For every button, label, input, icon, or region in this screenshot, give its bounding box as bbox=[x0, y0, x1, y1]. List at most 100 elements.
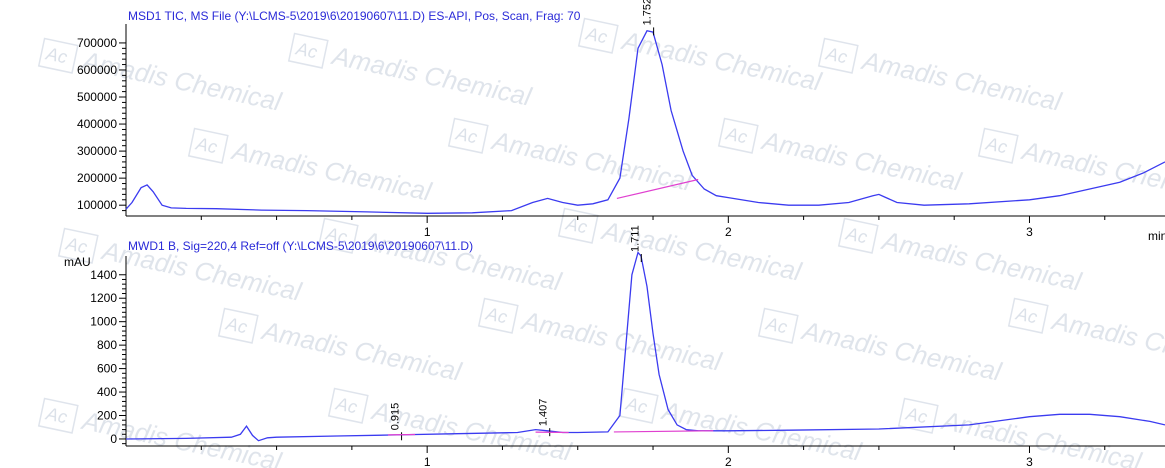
watermark-logo: Ac Amadis Chemical bbox=[217, 307, 465, 387]
watermark-logo: Ac Amadis Chemical bbox=[577, 17, 825, 97]
watermark-logo-text: Ac bbox=[453, 123, 479, 147]
watermark-logo-text: Ac bbox=[623, 393, 649, 417]
tic-peak-label: 1.752 bbox=[642, 0, 654, 25]
tic-trace-line bbox=[125, 30, 1165, 214]
watermark-text: Amadis Chemical bbox=[1018, 135, 1165, 207]
watermark-box bbox=[837, 217, 879, 254]
watermark-logo-text: Ac bbox=[43, 403, 69, 427]
watermark-box bbox=[717, 117, 759, 154]
watermark-box bbox=[577, 17, 619, 54]
watermark-logo: Ac Amadis Chemical bbox=[317, 217, 565, 297]
watermark-logo-text: Ac bbox=[823, 43, 849, 67]
tic-y-tick-label: 500000 bbox=[77, 90, 117, 104]
mwd-annotations: 1.711 0.915 1.407 bbox=[388, 225, 714, 441]
watermark-text: Amadis Chemical bbox=[228, 135, 435, 207]
mwd-y-tick-label: 0 bbox=[110, 432, 117, 446]
watermark-logo-text: Ac bbox=[43, 43, 69, 67]
watermark-box bbox=[57, 227, 99, 264]
watermark-text: Amadis Chemical bbox=[488, 125, 695, 197]
tic-x-tick-label: 3 bbox=[1026, 225, 1033, 239]
watermark-box bbox=[287, 32, 329, 69]
mwd-series bbox=[125, 251, 1165, 442]
watermark-logo-text: Ac bbox=[193, 133, 219, 157]
watermark-box bbox=[477, 297, 519, 334]
watermark-logo-text: Ac bbox=[1013, 303, 1039, 327]
tic-x-tick-label: 2 bbox=[725, 225, 732, 239]
watermark-logo: Ac Amadis Chemical bbox=[37, 37, 285, 117]
watermark-logo-text: Ac bbox=[903, 403, 929, 427]
watermark-logo: Ac Amadis Chemical bbox=[1007, 297, 1165, 377]
mwd-panel: MWD1 B, Sig=220,4 Ref=off (Y:\LCMS-5\201… bbox=[64, 225, 1165, 468]
mwd-y-tick-label: 200 bbox=[97, 409, 117, 423]
mwd-y-tick-label: 400 bbox=[97, 385, 117, 399]
tic-y-tick-label: 200000 bbox=[77, 171, 117, 185]
watermark-text: Amadis Chemical bbox=[258, 315, 465, 387]
watermark-logo-text: Ac bbox=[483, 303, 509, 327]
watermark-box bbox=[817, 37, 859, 74]
watermark-logo: Ac Amadis Chemical bbox=[817, 37, 1065, 117]
watermark-box bbox=[557, 207, 599, 244]
watermark-box bbox=[187, 127, 229, 164]
watermark-box bbox=[897, 397, 939, 434]
tic-x-ticks: 1 2 3 bbox=[200, 216, 1106, 239]
watermark-logo: Ac Amadis Chemical bbox=[187, 127, 435, 207]
tic-y-tick-label: 700000 bbox=[77, 36, 117, 50]
mwd-y-tick-label: 1200 bbox=[90, 291, 117, 305]
tic-annotations: 1.752 bbox=[616, 0, 699, 200]
watermark-text: Amadis Chemical bbox=[938, 405, 1145, 468]
tic-series bbox=[125, 30, 1165, 214]
watermark-logo: Ac Amadis Chemical bbox=[837, 217, 1085, 297]
watermark-text: Amadis Chemical bbox=[878, 225, 1085, 297]
watermark-box bbox=[37, 397, 79, 434]
watermark-text: Amadis Chemical bbox=[358, 225, 565, 297]
mwd-y-tick-label: 1000 bbox=[90, 315, 117, 329]
tic-y-tick-label: 600000 bbox=[77, 63, 117, 77]
mwd-x-tick-label: 1 bbox=[424, 455, 431, 468]
watermark-box bbox=[317, 217, 359, 254]
mwd-y-unit-label: mAU bbox=[64, 255, 91, 269]
watermark-logo-text: Ac bbox=[723, 123, 749, 147]
watermark-text: Amadis Chemical bbox=[1048, 305, 1165, 377]
watermark-logo: Ac Amadis Chemical bbox=[477, 297, 725, 377]
watermark-logo-text: Ac bbox=[563, 213, 589, 237]
watermark-box bbox=[37, 37, 79, 74]
watermark-logo: Ac Amadis Chemical bbox=[897, 397, 1145, 468]
watermark-box bbox=[327, 387, 369, 424]
watermark-logo: Ac Amadis Chemical bbox=[717, 117, 965, 197]
mwd-y-tick-label: 800 bbox=[97, 338, 117, 352]
tic-y-tick-label: 400000 bbox=[77, 117, 117, 131]
watermark-text: Amadis Chemical bbox=[518, 305, 725, 377]
watermark-box bbox=[757, 307, 799, 344]
watermark-text: Amadis Chemical bbox=[798, 315, 1005, 387]
watermark-text: Amadis Chemical bbox=[78, 45, 285, 117]
watermark-logo: Ac Amadis Chemical bbox=[977, 127, 1165, 207]
watermark-box bbox=[1007, 297, 1049, 334]
tic-y-ticks: 100000 200000 300000 400000 500000 600000 7000… bbox=[77, 36, 126, 212]
watermark-text: Amadis Chemical bbox=[758, 125, 965, 197]
tic-integration-baseline bbox=[616, 178, 699, 200]
watermark-logo-text: Ac bbox=[323, 223, 349, 247]
mwd-peak-label: 0.915 bbox=[390, 403, 402, 431]
mwd-peak-label: 1.407 bbox=[538, 399, 550, 427]
watermark-logo: Ac Amadis Chemical bbox=[617, 387, 865, 467]
mwd-x-tick-label: 2 bbox=[725, 455, 732, 468]
watermark-logo-text: Ac bbox=[763, 313, 789, 337]
mwd-y-tick-label: 1400 bbox=[90, 268, 117, 282]
watermark-text: Amadis Chemical bbox=[858, 45, 1065, 117]
watermark-text: Amadis Chemical bbox=[328, 40, 535, 112]
mwd-x-ticks: 1 2 3 bbox=[200, 446, 1106, 468]
watermark-logo-text: Ac bbox=[843, 223, 869, 247]
watermark-logo-text: Ac bbox=[293, 38, 319, 62]
watermark-text: Amadis Chemical bbox=[618, 25, 825, 97]
watermark-logo-text: Ac bbox=[63, 233, 89, 257]
tic-panel-title: MSD1 TIC, MS File (Y:\LCMS-5\2019\6\2019… bbox=[128, 9, 581, 23]
mwd-trace-line bbox=[125, 251, 1165, 442]
tic-panel: MSD1 TIC, MS File (Y:\LCMS-5\2019\6\2019… bbox=[77, 0, 1165, 243]
tic-x-unit-label: min bbox=[1148, 229, 1165, 243]
watermark-logo-text: Ac bbox=[583, 23, 609, 47]
watermark-logo: Ac Amadis Chemical bbox=[287, 32, 535, 112]
mwd-y-ticks: 0 200 400 600 800 1000 1200 1400 bbox=[90, 268, 126, 446]
watermark-logo: Ac Amadis Chemical bbox=[37, 397, 285, 468]
watermark-box bbox=[217, 307, 259, 344]
